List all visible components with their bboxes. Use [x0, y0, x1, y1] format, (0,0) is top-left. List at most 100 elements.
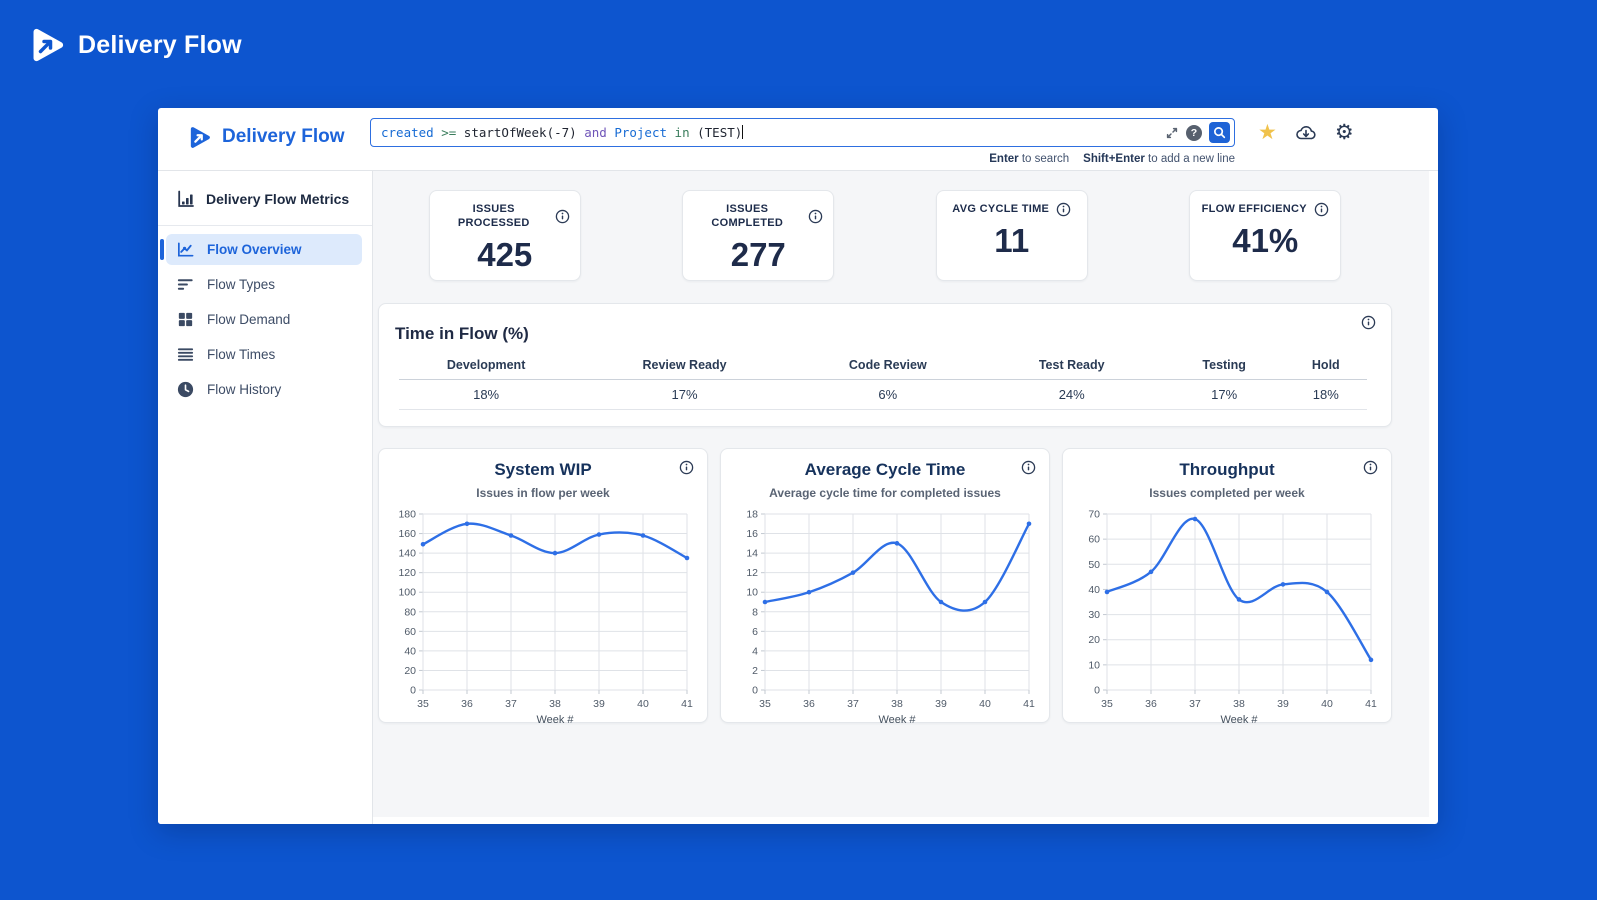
svg-text:16: 16: [746, 528, 758, 540]
svg-text:35: 35: [417, 698, 429, 710]
query-hints: Enter to search Shift+Enter to add a new …: [989, 153, 1235, 165]
svg-text:140: 140: [398, 548, 416, 560]
svg-text:40: 40: [1321, 698, 1333, 710]
app-brand-text: Delivery Flow: [78, 30, 242, 59]
cell-value: 17%: [671, 387, 698, 402]
sidebar: Delivery Flow Metrics Flow Overview: [158, 171, 373, 824]
window-logo: Delivery Flow: [186, 124, 361, 151]
app-window: Delivery Flow created >= startOfWeek(-7)…: [158, 108, 1438, 824]
window-header: Delivery Flow created >= startOfWeek(-7)…: [158, 108, 1438, 171]
svg-text:38: 38: [891, 698, 903, 710]
svg-text:40: 40: [979, 698, 991, 710]
cell-value: 18%: [1312, 387, 1339, 402]
time-in-flow-card: Time in Flow (%) Development Review Read…: [378, 303, 1392, 427]
kpi-row: ISSUES PROCESSED 425 ISSUES COMPLETED: [378, 190, 1392, 281]
cloud-download-icon[interactable]: [1294, 122, 1318, 144]
time-in-flow-title: Time in Flow (%): [395, 324, 529, 343]
main-content: ISSUES PROCESSED 425 ISSUES COMPLETED: [373, 171, 1429, 817]
delivery-flow-logo-icon: [186, 124, 213, 151]
svg-text:120: 120: [398, 567, 416, 579]
sidebar-item-flow-times[interactable]: Flow Times: [166, 339, 362, 370]
svg-text:60: 60: [1088, 534, 1100, 546]
column-header: Development: [446, 358, 526, 372]
hint-shift-key: Shift+Enter: [1083, 153, 1145, 165]
svg-text:70: 70: [1088, 509, 1100, 521]
svg-text:39: 39: [1277, 698, 1289, 710]
kpi-card-flow-efficiency: FLOW EFFICIENCY 41%: [1189, 190, 1342, 281]
svg-text:Week #: Week #: [536, 714, 574, 726]
info-icon[interactable]: [1361, 315, 1376, 330]
chart-subtitle: Issues completed per week: [1149, 486, 1305, 500]
svg-text:0: 0: [1094, 685, 1100, 697]
info-icon[interactable]: [808, 209, 823, 224]
window-brand-text: Delivery Flow: [222, 126, 345, 147]
svg-text:8: 8: [752, 606, 758, 618]
svg-text:100: 100: [398, 587, 416, 599]
svg-text:40: 40: [1088, 584, 1100, 596]
svg-text:Week #: Week #: [1220, 714, 1258, 726]
help-icon[interactable]: ?: [1186, 124, 1202, 141]
svg-text:20: 20: [404, 665, 416, 677]
sidebar-item-flow-types[interactable]: Flow Types: [166, 269, 362, 300]
cell-value: 6%: [878, 387, 898, 402]
settings-gear-icon[interactable]: ⚙: [1334, 120, 1354, 144]
svg-text:10: 10: [1088, 659, 1100, 671]
favorite-star-icon[interactable]: ★: [1258, 120, 1277, 144]
line-chart-icon: [176, 240, 195, 259]
info-icon[interactable]: [1056, 202, 1071, 217]
svg-text:2: 2: [752, 665, 758, 677]
svg-text:10: 10: [746, 587, 758, 599]
svg-text:37: 37: [847, 698, 859, 710]
svg-text:35: 35: [759, 698, 771, 710]
chart-title: System WIP: [494, 460, 592, 479]
info-icon[interactable]: [555, 209, 570, 224]
svg-text:160: 160: [398, 528, 416, 540]
chart-subtitle: Issues in flow per week: [476, 486, 610, 500]
sidebar-item-flow-history[interactable]: Flow History: [166, 374, 362, 405]
column-header: Test Ready: [1038, 358, 1105, 372]
rows-icon: [176, 345, 195, 364]
svg-text:39: 39: [593, 698, 605, 710]
svg-text:0: 0: [410, 685, 416, 697]
sidebar-item-flow-demand[interactable]: Flow Demand: [166, 304, 362, 335]
svg-text:12: 12: [746, 567, 758, 579]
chart-card-throughput: Throughput Issues completed per week 0 10…: [1062, 448, 1392, 726]
svg-text:39: 39: [935, 698, 947, 710]
app-logo: Delivery Flow: [26, 24, 242, 66]
sidebar-title: Delivery Flow Metrics: [158, 189, 372, 226]
column-header: Hold: [1311, 358, 1340, 372]
sidebar-item-flow-overview[interactable]: Flow Overview: [160, 234, 362, 265]
kpi-value: 425: [477, 235, 533, 273]
grid-icon: [176, 310, 195, 329]
line-chart: 0 20 40 60 80 100 120 140 160 180 35 36 37 38 39 40 41 We…: [379, 508, 707, 727]
info-icon[interactable]: [1363, 460, 1378, 475]
search-button[interactable]: [1209, 122, 1230, 143]
column-header: Testing: [1202, 358, 1246, 372]
cell-value: 18%: [473, 387, 500, 402]
kpi-card-issues-processed: ISSUES PROCESSED 425: [428, 190, 581, 281]
delivery-flow-logo-icon: [26, 24, 68, 66]
kpi-value: 277: [730, 235, 786, 273]
cell-value: 17%: [1211, 387, 1238, 402]
svg-text:36: 36: [803, 698, 815, 710]
svg-text:0: 0: [752, 685, 758, 697]
expand-icon[interactable]: [1165, 126, 1179, 140]
info-icon[interactable]: [1021, 460, 1036, 475]
svg-text:38: 38: [549, 698, 561, 710]
bar-chart-icon: [176, 189, 196, 209]
chart-card-average-cycle-time: Average Cycle Time Average cycle time fo…: [720, 448, 1050, 726]
svg-text:35: 35: [1101, 698, 1113, 710]
svg-text:14: 14: [746, 548, 758, 560]
info-icon[interactable]: [1314, 202, 1329, 217]
svg-text:36: 36: [1145, 698, 1157, 710]
kpi-card-issues-completed: ISSUES COMPLETED 277: [682, 190, 835, 281]
query-input[interactable]: created >= startOfWeek(-7) and Project i…: [370, 118, 1235, 147]
kpi-card-avg-cycle-time: AVG CYCLE TIME 11: [935, 190, 1088, 281]
svg-text:4: 4: [752, 645, 758, 657]
svg-text:37: 37: [1189, 698, 1201, 710]
sort-lines-icon: [176, 275, 195, 294]
svg-text:60: 60: [404, 626, 416, 638]
svg-text:37: 37: [505, 698, 517, 710]
svg-text:18: 18: [746, 509, 758, 521]
info-icon[interactable]: [679, 460, 694, 475]
